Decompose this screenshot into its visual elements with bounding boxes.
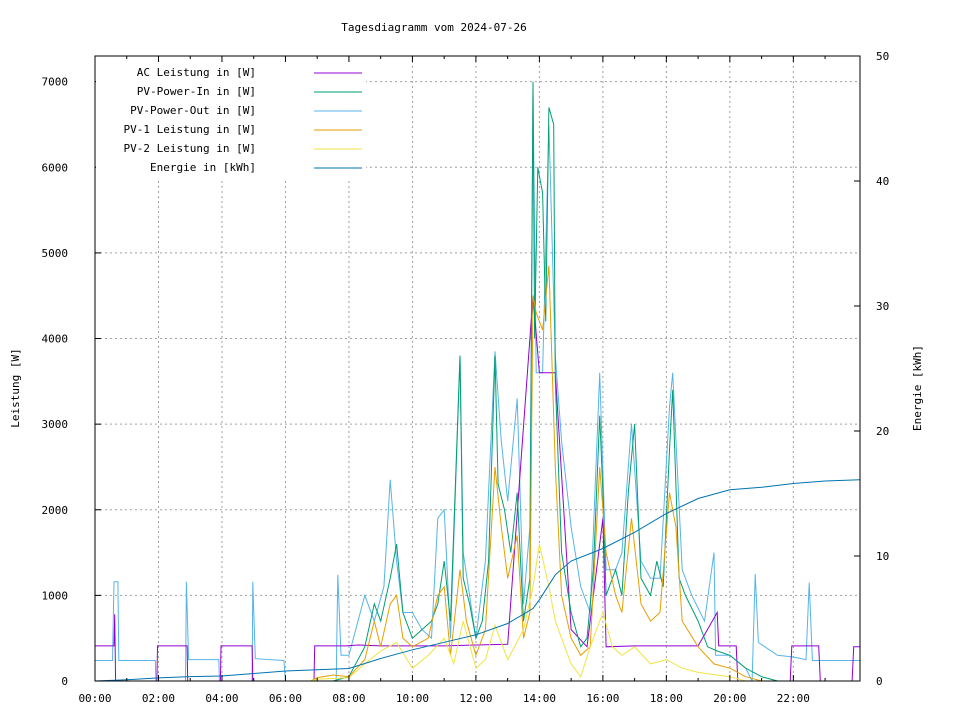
legend-label: PV-2 Leistung in [W] xyxy=(124,142,256,155)
legend-label: AC Leistung in [W] xyxy=(137,66,256,79)
y-tick-label: 1000 xyxy=(42,589,69,602)
y2-tick-label: 20 xyxy=(876,425,889,438)
x-tick-label: 08:00 xyxy=(332,692,365,705)
series-line-2 xyxy=(95,90,860,682)
y2-tick-label: 40 xyxy=(876,175,889,188)
y-tick-label: 3000 xyxy=(42,418,69,431)
y-tick-label: 5000 xyxy=(42,247,69,260)
x-tick-label: 20:00 xyxy=(713,692,746,705)
x-tick-label: 14:00 xyxy=(523,692,556,705)
y-tick-label: 0 xyxy=(61,675,68,688)
y2-tick-label: 30 xyxy=(876,300,889,313)
x-tick-label: 10:00 xyxy=(396,692,429,705)
y2-axis-label: Energie [kWh] xyxy=(911,345,924,431)
chart-title: Tagesdiagramm vom 2024-07-26 xyxy=(341,21,526,34)
y-axis-label: Leistung [W] xyxy=(9,348,22,427)
legend-label: PV-Power-Out in [W] xyxy=(130,104,256,117)
series-line-1 xyxy=(95,81,860,682)
legend-background xyxy=(96,62,366,178)
grid xyxy=(95,56,860,681)
y-tick-label: 2000 xyxy=(42,504,69,517)
x-tick-label: 18:00 xyxy=(650,692,683,705)
y2-tick-label: 0 xyxy=(876,675,883,688)
x-tick-label: 06:00 xyxy=(269,692,302,705)
y2-tick-label: 10 xyxy=(876,550,889,563)
legend-label: PV-1 Leistung in [W] xyxy=(124,123,256,136)
x-tick-label: 02:00 xyxy=(142,692,175,705)
x-tick-label: 16:00 xyxy=(586,692,619,705)
y2-tick-label: 50 xyxy=(876,50,889,63)
series-line-3 xyxy=(95,265,860,682)
series-line-4 xyxy=(95,543,860,682)
x-tick-label: 00:00 xyxy=(78,692,111,705)
y-tick-label: 6000 xyxy=(42,161,69,174)
x-tick-label: 22:00 xyxy=(777,692,810,705)
tick-group: 00:00 02:00 04:00 06:00 08:00 10:00 12:00 14:00… xyxy=(42,50,890,705)
y-tick-label: 7000 xyxy=(42,76,69,89)
y-tick-label: 4000 xyxy=(42,333,69,346)
legend: AC Leistung in [W] PV-Power-In in [W] PV-P… xyxy=(96,62,366,178)
x-tick-label: 04:00 xyxy=(205,692,238,705)
x-tick-label: 12:00 xyxy=(459,692,492,705)
legend-label: PV-Power-In in [W] xyxy=(137,85,256,98)
series-line-5 xyxy=(94,479,861,682)
plot-frame xyxy=(94,55,861,682)
legend-label: Energie in [kWh] xyxy=(150,161,256,174)
